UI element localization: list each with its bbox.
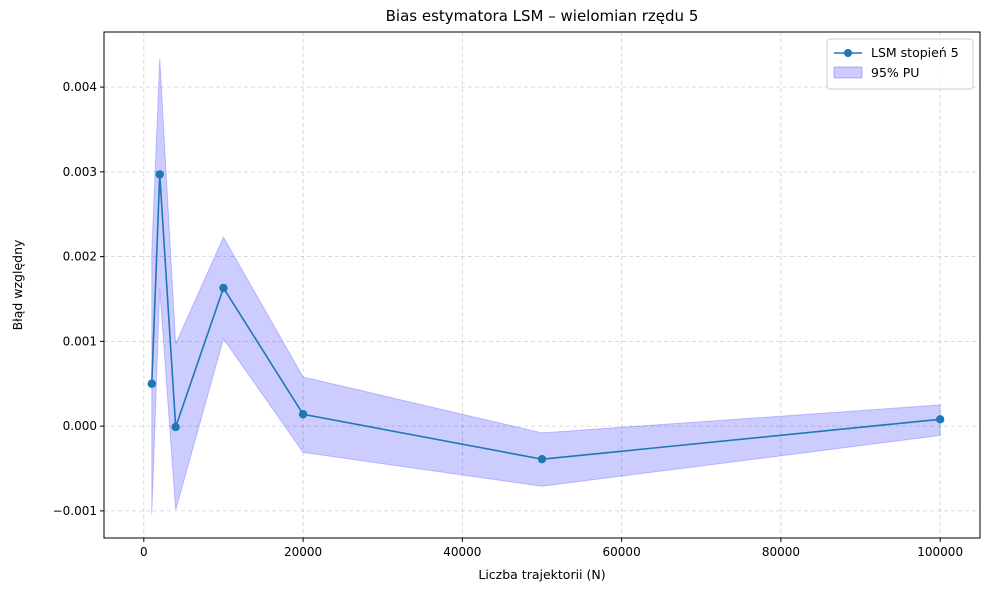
x-axis-ticks: 0 20000 40000 60000 80000 100000 <box>140 538 963 559</box>
series-line-layer <box>147 170 945 464</box>
y-tick-label: 0.002 <box>63 250 97 264</box>
legend-band-swatch <box>833 66 863 79</box>
data-point <box>537 454 547 464</box>
data-point <box>219 283 228 293</box>
x-tick-label: 100000 <box>917 545 963 559</box>
confidence-band-layer <box>151 58 941 515</box>
legend: LSM stopień 5 95% PU <box>826 38 974 90</box>
x-tick-label: 80000 <box>762 545 800 559</box>
plot-area-frame <box>103 31 981 539</box>
chart-title: Bias estymatora LSM – wielomian rzędu 5 <box>386 7 699 25</box>
y-tick-label: −0.001 <box>53 504 97 518</box>
y-tick-label: 0.000 <box>63 419 97 433</box>
legend-label-line: LSM stopień 5 <box>871 45 959 60</box>
legend-marker-swatch <box>844 49 852 57</box>
x-axis-label: Liczba trajektorii (N) <box>478 567 605 582</box>
y-axis-ticks: −0.001 0.000 0.001 0.002 0.003 0.004 <box>53 80 104 518</box>
x-tick-label: 40000 <box>443 545 481 559</box>
legend-box <box>826 38 974 90</box>
y-tick-label: 0.003 <box>63 165 97 179</box>
y-tick-label: 0.001 <box>63 334 97 348</box>
x-tick-label: 60000 <box>603 545 641 559</box>
y-tick-label: 0.004 <box>63 80 97 94</box>
data-point <box>147 379 156 388</box>
data-point <box>155 170 164 179</box>
legend-label-band: 95% PU <box>871 65 919 80</box>
x-tick-label: 0 <box>140 545 148 559</box>
data-point <box>935 415 945 424</box>
confidence-band <box>151 58 941 515</box>
data-point <box>298 410 308 419</box>
y-axis-label: Błąd względny <box>10 239 25 330</box>
x-tick-label: 20000 <box>284 545 322 559</box>
data-point <box>171 422 180 432</box>
